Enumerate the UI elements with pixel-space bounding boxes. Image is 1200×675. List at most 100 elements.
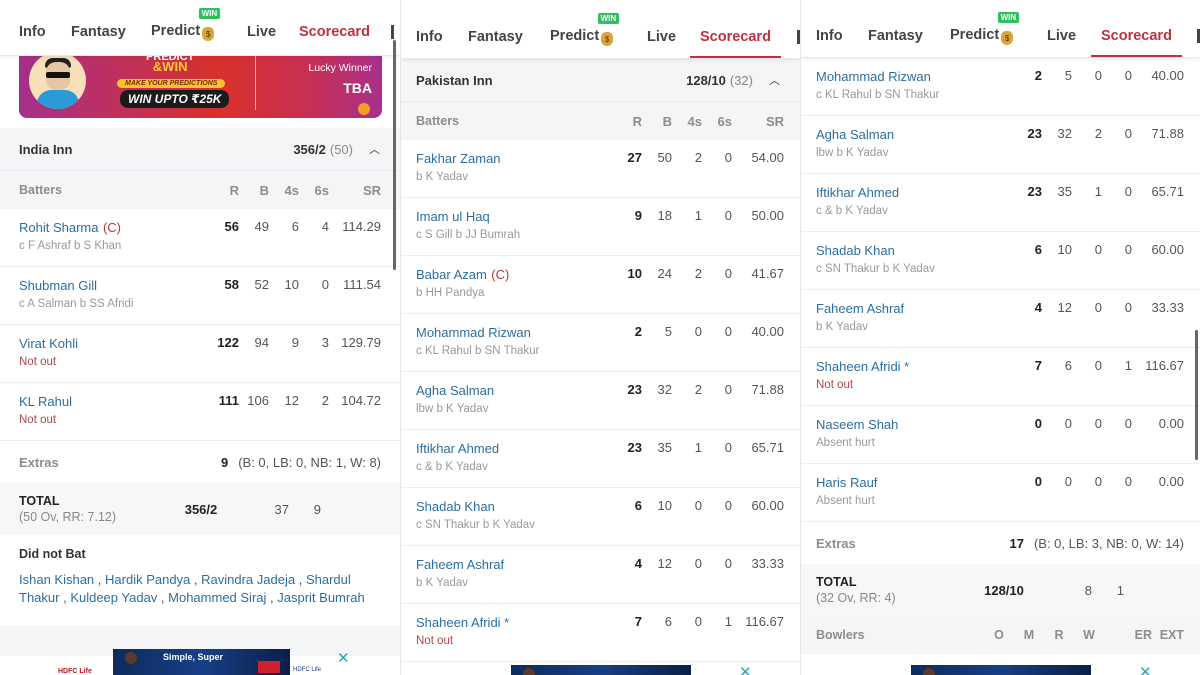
batter-row: Fakhar Zaman b K Yadav 27 50 2 0 54.00 bbox=[401, 140, 800, 198]
batter-row: Agha Salman lbw b K Yadav 23 32 2 0 71.88 bbox=[401, 372, 800, 430]
close-icon[interactable]: ✕ bbox=[1139, 664, 1152, 675]
tab-scorecard[interactable]: Scorecard bbox=[1091, 27, 1182, 57]
player-link[interactable]: Hardik Pandya bbox=[105, 572, 191, 587]
chevron-up-icon[interactable]: ︿ bbox=[369, 144, 380, 156]
player-link[interactable]: Faheem Ashraf bbox=[416, 557, 505, 572]
tab-live[interactable]: Live bbox=[1047, 27, 1077, 44]
player-link[interactable]: Shaheen Afridi * bbox=[816, 359, 910, 374]
player-link[interactable]: Babar Azam bbox=[416, 267, 487, 282]
tab-info[interactable]: Info bbox=[416, 28, 443, 45]
player-link[interactable]: Virat Kohli bbox=[19, 336, 79, 351]
tab-scorecard[interactable]: Scorecard bbox=[690, 28, 781, 58]
batter-row: Haris Rauf Absent hurt 0 0 0 0 0.00 bbox=[801, 464, 1200, 522]
player-link[interactable]: Naseem Shah bbox=[816, 417, 899, 432]
tab-fantasy[interactable]: Fantasy bbox=[468, 28, 523, 45]
tab-predict[interactable]: Predict $ WIN bbox=[151, 8, 221, 41]
ad-banner[interactable] bbox=[511, 665, 691, 675]
not-out-status: Not out bbox=[19, 414, 57, 426]
player-link[interactable]: Rohit Sharma bbox=[19, 220, 99, 235]
player-link[interactable]: Iftikhar Ahmed bbox=[816, 185, 900, 200]
close-icon[interactable]: ✕ bbox=[739, 664, 752, 675]
close-icon[interactable]: ✕ bbox=[337, 650, 350, 667]
scorecard-panel-pakistan-1: Info Fantasy Predict $ WIN Live Scorecard… bbox=[400, 0, 800, 675]
innings-header[interactable]: India Inn 356/2 (50) ︿ bbox=[0, 128, 400, 171]
player-link[interactable]: Agha Salman bbox=[816, 127, 895, 142]
lucky-winner-label: Lucky Winner bbox=[308, 62, 372, 74]
innings-score: 356/2 bbox=[293, 141, 326, 157]
player-link[interactable]: Haris Rauf bbox=[816, 475, 878, 490]
player-link[interactable]: Shaheen Afridi * bbox=[416, 615, 510, 630]
player-link[interactable]: Faheem Ashraf bbox=[816, 301, 905, 316]
tab-predict[interactable]: Predict $ WIN bbox=[950, 12, 1020, 45]
batter-row: Shaheen Afridi * Not out 7 6 0 1 116.67 bbox=[801, 348, 1200, 406]
tab-overflow[interactable] bbox=[1197, 28, 1200, 43]
batter-row: Agha Salman lbw b K Yadav 23 32 2 0 71.88 bbox=[801, 116, 1200, 174]
player-link[interactable]: Iftikhar Ahmed bbox=[416, 441, 500, 456]
player-link[interactable]: Kuldeep Yadav bbox=[70, 590, 158, 605]
batter-row: Shaheen Afridi * Not out 7 6 0 1 116.67 bbox=[401, 604, 800, 662]
bowlers-header: Bowlers O M R W ER EXT bbox=[801, 616, 1200, 654]
batter-row: Naseem Shah Absent hurt 0 0 0 0 0.00 bbox=[801, 406, 1200, 464]
player-link[interactable]: Ravindra Jadeja bbox=[201, 572, 296, 587]
tab-overflow[interactable] bbox=[797, 29, 800, 44]
tab-info[interactable]: Info bbox=[816, 27, 843, 44]
batters-header: Batters R B 4s 6s SR bbox=[0, 171, 400, 209]
batter-row: Babar Azam (C) b HH Pandya 10 24 2 0 41.67 bbox=[401, 256, 800, 314]
innings-score: 128/10 bbox=[686, 72, 726, 88]
innings-title: Pakistan Inn bbox=[416, 72, 493, 88]
did-not-bat: Did not Bat Ishan Kishan , Hardik Pandya… bbox=[19, 547, 365, 605]
ad-banner[interactable] bbox=[911, 665, 1091, 675]
extras-row: Extras 9 (B: 0, LB: 0, NB: 1, W: 8) bbox=[19, 454, 381, 470]
tab-predict[interactable]: Predict $ WIN bbox=[550, 13, 620, 46]
dismissal: c A Salman b SS Afridi bbox=[19, 298, 134, 310]
player-link[interactable]: Shadab Khan bbox=[416, 499, 495, 514]
money-bag-icon: $ bbox=[202, 27, 215, 41]
batter-row: Faheem Ashraf b K Yadav 4 12 0 0 33.33 bbox=[401, 546, 800, 604]
predict-win-logo: PREDICT &WIN bbox=[146, 51, 195, 74]
batter-row: Virat Kohli Not out 122 94 9 3 129.79 bbox=[0, 325, 400, 383]
player-link[interactable]: Mohammad Rizwan bbox=[416, 325, 531, 340]
batter-row: Faheem Ashraf b K Yadav 4 12 0 0 33.33 bbox=[801, 290, 1200, 348]
player-link[interactable]: Ishan Kishan bbox=[19, 572, 95, 587]
player-link[interactable]: Agha Salman bbox=[416, 383, 495, 398]
batter-row: Imam ul Haq c S Gill b JJ Bumrah 9 18 1 0 50.… bbox=[401, 198, 800, 256]
tab-scorecard[interactable]: Scorecard bbox=[299, 23, 370, 40]
ad-banner[interactable]: Simple, Super bbox=[113, 649, 290, 675]
innings-title: India Inn bbox=[19, 141, 73, 157]
scrollbar[interactable] bbox=[1195, 330, 1198, 460]
player-link[interactable]: KL Rahul bbox=[19, 394, 72, 409]
captain-tag: (C) bbox=[491, 267, 510, 282]
money-bag-icon: $ bbox=[601, 32, 614, 46]
tab-overflow[interactable] bbox=[391, 24, 394, 39]
chevron-up-icon[interactable]: ︿ bbox=[769, 75, 780, 87]
tab-info[interactable]: Info bbox=[19, 23, 46, 40]
player-link[interactable]: Mohammad Rizwan bbox=[816, 69, 931, 84]
batters-header: Batters R B 4s 6s SR bbox=[401, 102, 800, 140]
tab-live[interactable]: Live bbox=[247, 23, 277, 40]
player-link[interactable]: Shadab Khan bbox=[816, 243, 895, 258]
captain-tag: (C) bbox=[102, 220, 121, 235]
player-link[interactable]: Fakhar Zaman bbox=[416, 151, 501, 166]
total-row: TOTAL (32 Ov, RR: 4) 128/10 8 1 bbox=[801, 564, 1200, 616]
predict-win-banner[interactable]: PREDICT &WIN MAKE YOUR PREDICTIONS WIN U… bbox=[19, 48, 382, 118]
player-link[interactable]: Shardul Thakur bbox=[19, 572, 351, 605]
batter-row: Iftikhar Ahmed c & b K Yadav 23 35 1 0 65.71 bbox=[801, 174, 1200, 232]
extras-row: Extras 17 (B: 0, LB: 3, NB: 0, W: 14) bbox=[816, 535, 1184, 551]
batter-row: KL Rahul Not out 111 106 12 2 104.72 bbox=[0, 383, 400, 441]
player-link[interactable]: Mohammed Siraj bbox=[168, 590, 267, 605]
scrollbar[interactable] bbox=[393, 40, 396, 270]
win-badge: WIN bbox=[597, 13, 620, 24]
promo-cta: WIN UPTO ₹25K bbox=[120, 90, 230, 108]
tab-live[interactable]: Live bbox=[647, 28, 677, 45]
pakistan-innings: Pakistan Inn 128/10 (32) ︿ Batters R B 4… bbox=[401, 59, 800, 662]
innings-overs: (32) bbox=[729, 72, 753, 88]
innings-header[interactable]: Pakistan Inn 128/10 (32) ︿ bbox=[401, 59, 800, 102]
player-link[interactable]: Shubman Gill bbox=[19, 278, 98, 293]
tab-fantasy[interactable]: Fantasy bbox=[868, 27, 923, 44]
india-innings: India Inn 356/2 (50) ︿ Batters R B 4s 6s… bbox=[0, 128, 400, 656]
player-link[interactable]: Imam ul Haq bbox=[416, 209, 490, 224]
player-link[interactable]: Jasprit Bumrah bbox=[277, 590, 365, 605]
tab-fantasy[interactable]: Fantasy bbox=[71, 23, 126, 40]
